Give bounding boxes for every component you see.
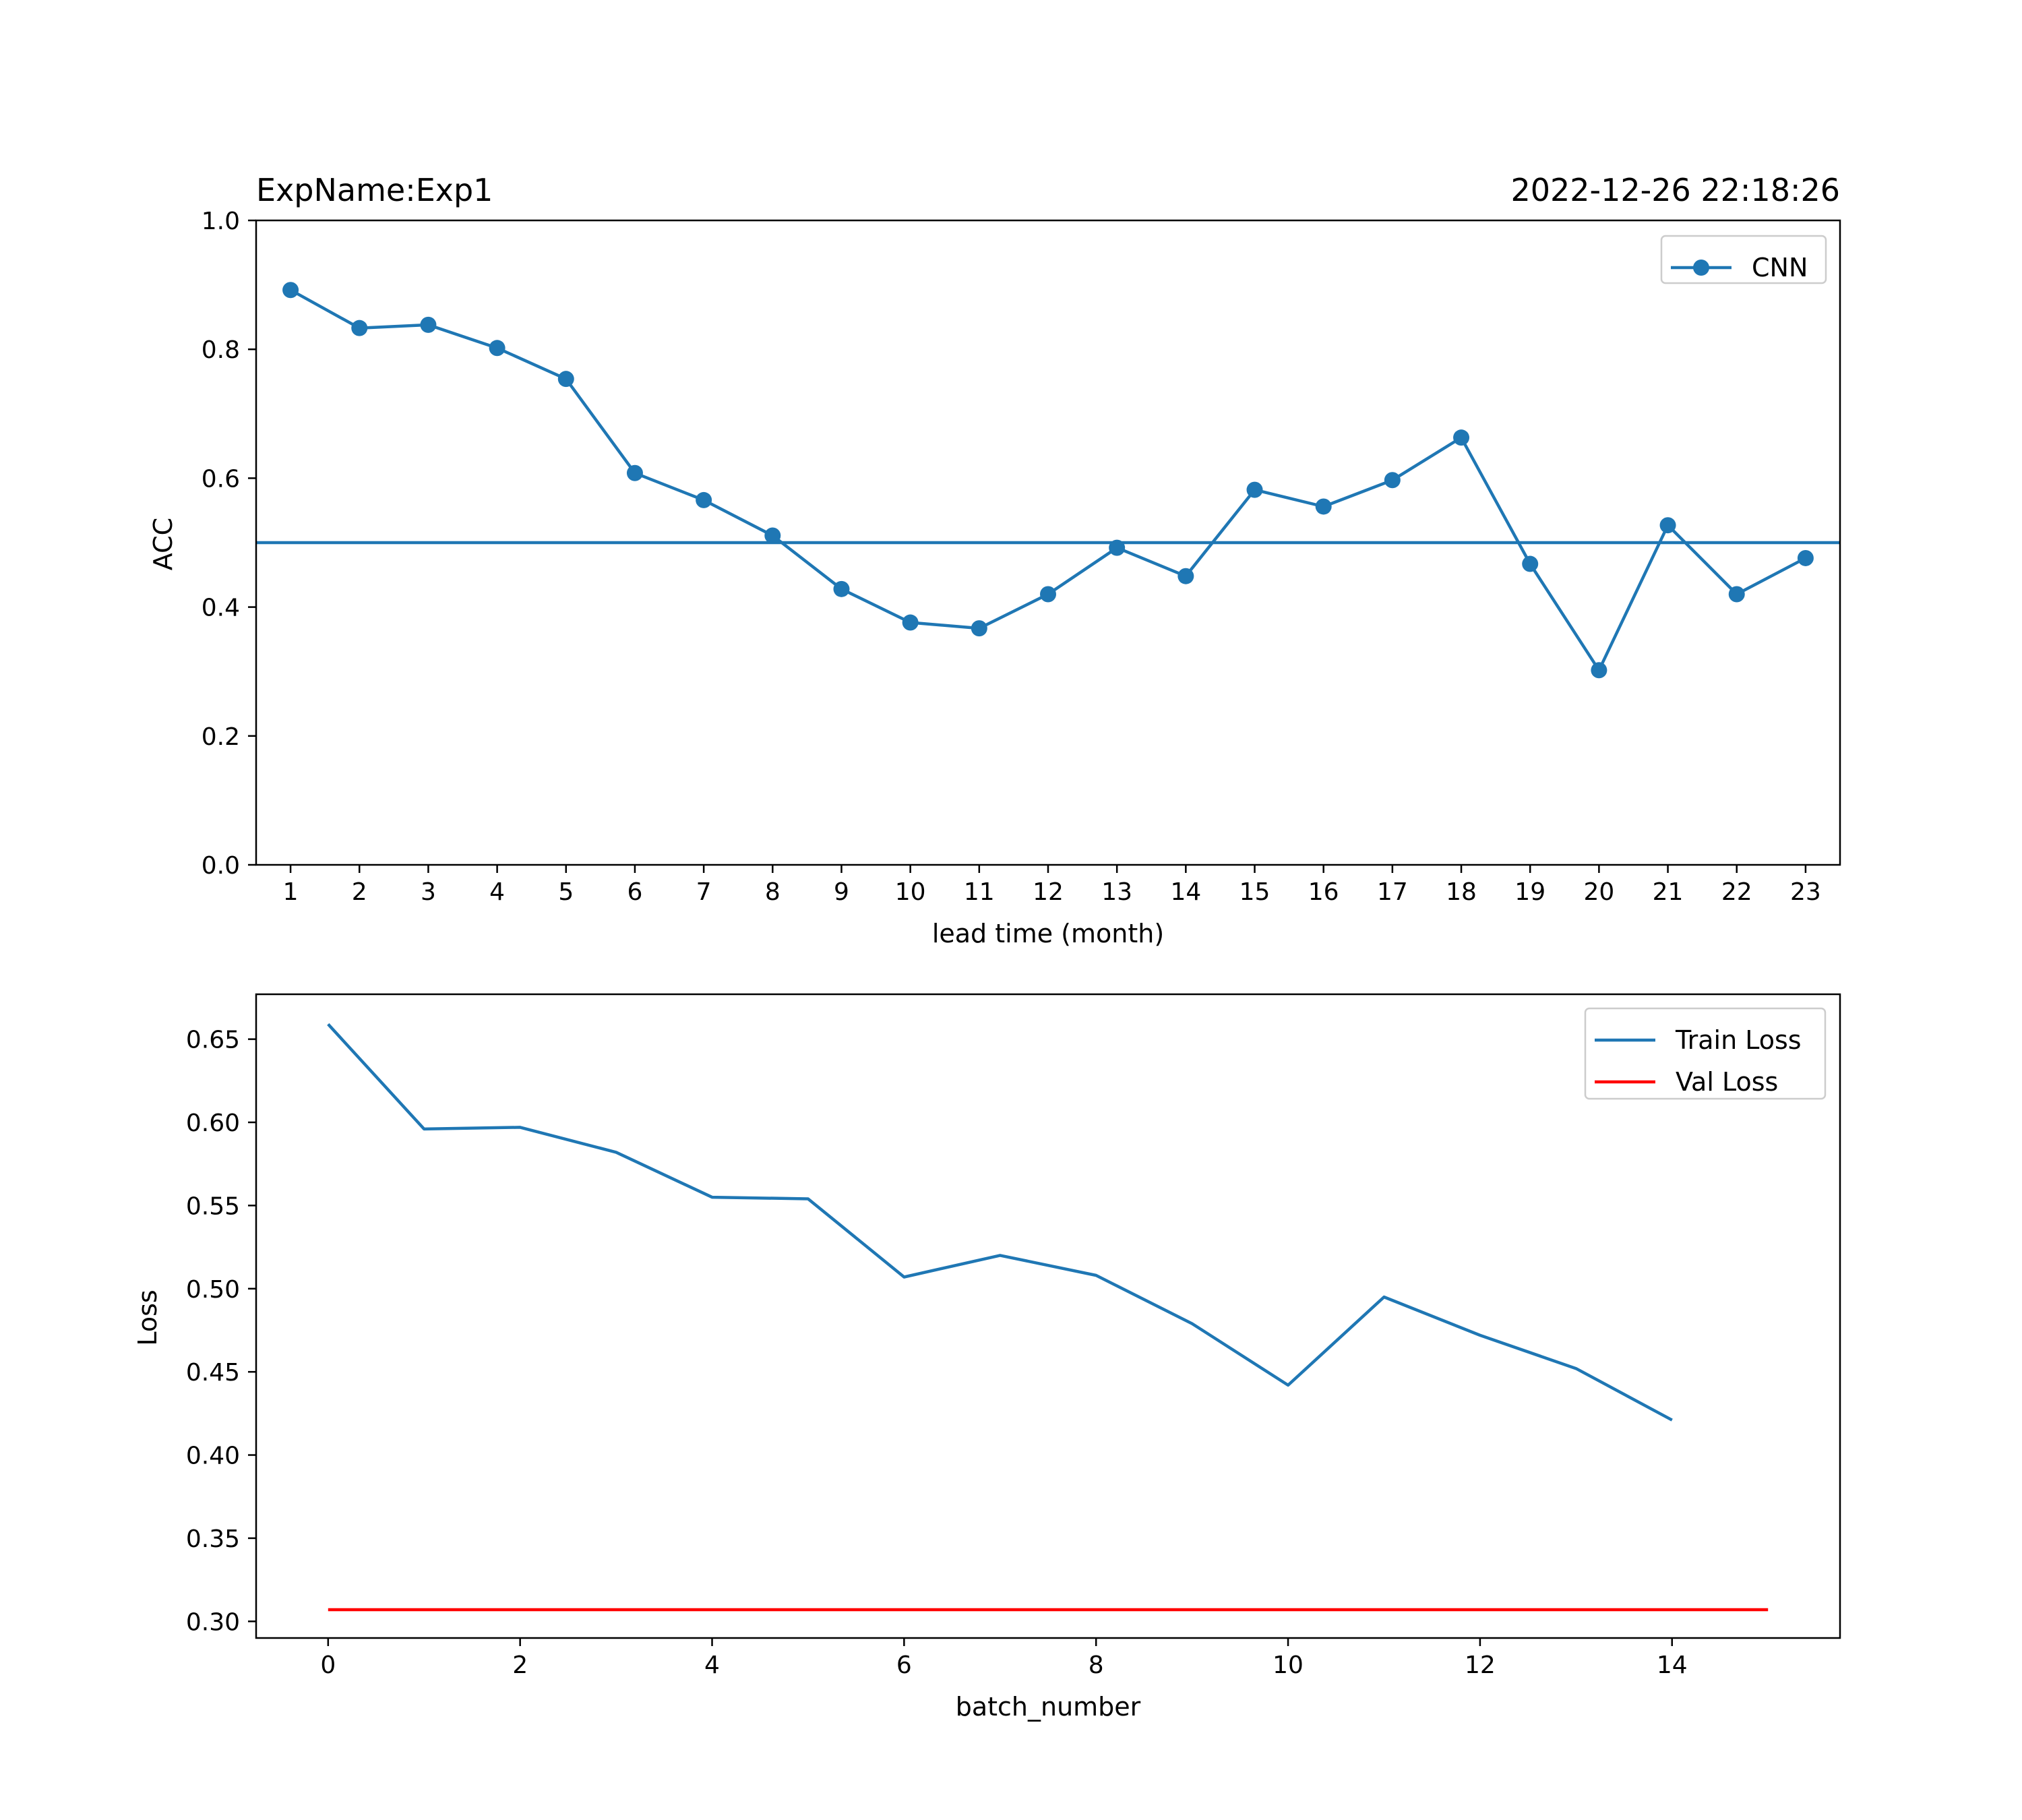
data-point — [1591, 662, 1607, 679]
axes-frame — [255, 993, 1841, 1639]
data-point — [1797, 549, 1814, 566]
data-point — [626, 464, 643, 481]
x-tick-label: 0 — [320, 1651, 336, 1679]
data-point — [557, 371, 574, 388]
x-tick-label: 20 — [1583, 878, 1614, 906]
x-tick-label: 16 — [1308, 878, 1339, 906]
x-tick-label: 10 — [1273, 1651, 1304, 1679]
data-point — [971, 620, 987, 637]
data-point — [1246, 481, 1263, 498]
x-tick-label: 14 — [1170, 878, 1201, 906]
x-tick-label: 17 — [1377, 878, 1408, 906]
data-point — [1659, 517, 1676, 534]
data-point — [1384, 472, 1401, 489]
x-tick-label: 4 — [704, 1651, 720, 1679]
y-tick-label: 0.30 — [186, 1608, 240, 1636]
x-tick-label: 8 — [1089, 1651, 1104, 1679]
x-tick-label: 2 — [352, 878, 367, 906]
x-tick-label: 8 — [765, 878, 780, 906]
data-point — [1522, 555, 1539, 572]
legend-marker — [1693, 260, 1709, 276]
y-tick-label: 0.60 — [186, 1110, 240, 1137]
x-tick-label: 19 — [1514, 878, 1545, 906]
x-tick-label: 10 — [895, 878, 926, 906]
y-tick-label: 0.6 — [202, 465, 240, 493]
data-point — [1453, 429, 1470, 446]
data-point — [1109, 539, 1126, 556]
y-tick-label: 0.8 — [202, 336, 240, 364]
x-tick-label: 23 — [1790, 878, 1821, 906]
y-tick-label: 0.65 — [186, 1027, 240, 1054]
acc-legend: CNN — [1660, 235, 1827, 284]
x-tick-label: 22 — [1721, 878, 1752, 906]
data-point — [1315, 498, 1332, 515]
acc-y-axis-label: ACC — [148, 518, 178, 570]
x-tick-label: 6 — [627, 878, 643, 906]
x-tick-label: 11 — [964, 878, 995, 906]
data-point — [833, 580, 850, 597]
legend-label: Train Loss — [1675, 1025, 1802, 1055]
data-point — [420, 316, 437, 333]
data-point — [902, 614, 919, 631]
y-tick-label: 0.40 — [186, 1443, 240, 1470]
data-point — [764, 527, 781, 544]
series-line-train-loss — [327, 1023, 1673, 1422]
x-tick-label: 18 — [1446, 878, 1477, 906]
data-point — [351, 320, 368, 336]
acc-x-axis-label: lead time (month) — [932, 919, 1164, 948]
loss-plot-area: 0 2 4 6 8 10 12 14 0.30 0.35 0.40 0.45 0.50 0.55 0.60 0… — [186, 993, 1841, 1679]
x-tick-label: 5 — [558, 878, 574, 906]
data-point — [1728, 586, 1745, 603]
x-tick-label: 3 — [421, 878, 436, 906]
y-tick-label: 1.0 — [202, 208, 240, 235]
data-point — [1177, 568, 1194, 584]
loss-x-axis-label: batch_number — [956, 1692, 1141, 1722]
x-tick-label: 1 — [283, 878, 299, 906]
x-tick-label: 14 — [1657, 1651, 1688, 1679]
loss-y-axis-label: Loss — [133, 1290, 162, 1345]
y-tick-label: 0.35 — [186, 1525, 240, 1553]
x-tick-label: 4 — [489, 878, 505, 906]
data-point — [696, 491, 712, 508]
y-tick-label: 0.45 — [186, 1359, 240, 1387]
x-tick-label: 13 — [1101, 878, 1132, 906]
x-tick-label: 21 — [1653, 878, 1684, 906]
chart-title-right: 2022-12-26 22:18:26 — [1510, 172, 1840, 208]
data-point — [282, 282, 299, 299]
y-tick-label: 0.50 — [186, 1276, 240, 1304]
x-tick-label: 9 — [834, 878, 849, 906]
loss-legend: Train Loss Val Loss — [1584, 1007, 1827, 1100]
acc-plot-area: 1 2 3 4 5 6 7 8 9 10 11 12 13 14 15 16 17 18 19 20 21 22 230.0… — [202, 208, 1841, 906]
y-tick-label: 0.55 — [186, 1192, 240, 1220]
legend-label: CNN — [1752, 253, 1808, 282]
legend-label: Val Loss — [1676, 1067, 1778, 1097]
data-point — [489, 340, 506, 357]
loss-chart: 0 2 4 6 8 10 12 14 0.30 0.35 0.40 0.45 0.50 0.55 0.60 0… — [133, 993, 1841, 1722]
series-line-cnn — [290, 289, 1806, 672]
y-tick-label: 0.4 — [202, 595, 240, 622]
x-tick-label: 12 — [1465, 1651, 1496, 1679]
chart-title-left: ExpName:Exp1 — [256, 172, 493, 208]
x-tick-label: 15 — [1239, 878, 1270, 906]
x-tick-label: 2 — [512, 1651, 528, 1679]
y-tick-label: 0.0 — [202, 852, 240, 880]
data-point — [1040, 586, 1056, 603]
x-tick-label: 7 — [696, 878, 712, 906]
legend-box — [1584, 1007, 1827, 1100]
x-tick-label: 12 — [1033, 878, 1064, 906]
y-tick-label: 0.2 — [202, 723, 240, 751]
x-tick-label: 6 — [896, 1651, 912, 1679]
